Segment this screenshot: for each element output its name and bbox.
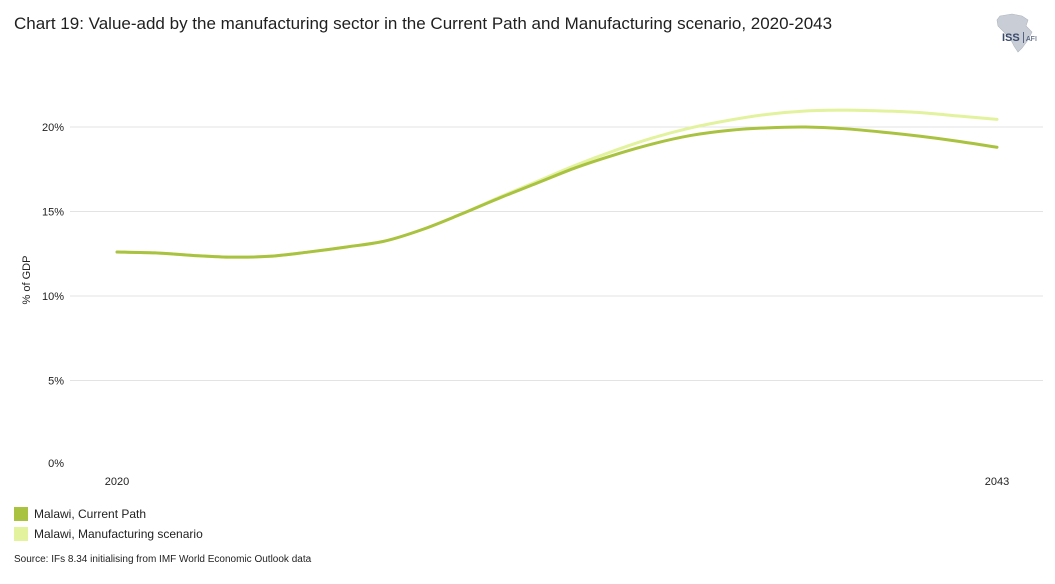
y-axis-ticks: 0% 5% 10% 15% 20% xyxy=(42,122,64,470)
y-tick-label-5: 5% xyxy=(48,376,64,388)
legend-item-current-path: Malawi, Current Path xyxy=(14,507,203,521)
legend-swatch-manufacturing-scenario xyxy=(14,527,28,541)
logo-text: ISS xyxy=(1002,32,1020,44)
legend-label-manufacturing-scenario: Malawi, Manufacturing scenario xyxy=(34,527,203,541)
legend: Malawi, Current Path Malawi, Manufacturi… xyxy=(14,507,203,547)
x-tick-label-2020: 2020 xyxy=(105,476,129,488)
series-line-current-path xyxy=(115,125,999,259)
legend-label-current-path: Malawi, Current Path xyxy=(34,507,147,521)
y-tick-label-10: 10% xyxy=(42,291,64,303)
source-note: Source: IFs 8.34 initialising from IMF W… xyxy=(14,554,312,565)
africa-map-icon: ISS AFI xyxy=(996,13,1037,53)
legend-item-manufacturing-scenario: Malawi, Manufacturing scenario xyxy=(14,527,203,541)
series-lines xyxy=(115,108,999,259)
legend-swatch-current-path xyxy=(14,507,28,521)
iss-afi-logo: ISS AFI xyxy=(992,10,1044,54)
series-line-manufacturing-scenario xyxy=(115,108,999,259)
x-axis-ticks: 2020 2043 xyxy=(105,476,1009,488)
logo-subtext: AFI xyxy=(1026,36,1037,43)
y-tick-label-15: 15% xyxy=(42,207,64,219)
y-tick-label-20: 20% xyxy=(42,122,64,134)
y-tick-label-0: 0% xyxy=(48,458,64,470)
gridlines xyxy=(70,126,1043,381)
chart-title: Chart 19: Value-add by the manufacturing… xyxy=(14,14,833,33)
x-tick-label-2043: 2043 xyxy=(985,476,1009,488)
